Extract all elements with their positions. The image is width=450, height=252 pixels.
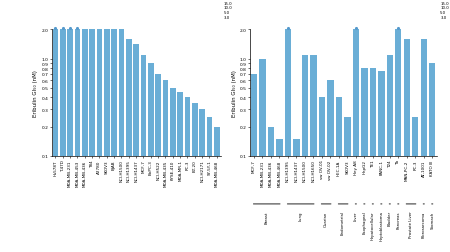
Text: 25.0
20.0
15.0
10.0
5.0
3.0: 25.0 20.0 15.0 10.0 5.0 3.0 — [224, 0, 233, 20]
Bar — [302, 55, 308, 156]
Bar — [119, 28, 124, 156]
Bar — [276, 139, 283, 156]
Y-axis label: Eribulin GI₅₀ (nM): Eribulin GI₅₀ (nM) — [231, 70, 237, 117]
Bar — [310, 55, 317, 156]
Bar — [82, 28, 87, 156]
Text: Fibrosarcoma: Fibrosarcoma — [422, 210, 426, 237]
Bar — [60, 28, 66, 156]
Bar — [177, 93, 183, 156]
Bar — [214, 127, 220, 156]
Bar — [97, 28, 102, 156]
Text: Stomach: Stomach — [430, 210, 434, 228]
Bar — [336, 98, 342, 156]
Text: Lung: Lung — [299, 210, 303, 220]
Bar — [429, 64, 436, 156]
Text: Heptoblastoma: Heptoblastoma — [379, 210, 383, 240]
Text: 25.0
20.0
15.0
10.0
5.0
3.0: 25.0 20.0 15.0 10.0 5.0 3.0 — [440, 0, 449, 20]
Text: Esophageal: Esophageal — [362, 210, 366, 233]
Text: Hepatocellular: Hepatocellular — [371, 210, 375, 239]
Bar — [319, 98, 325, 156]
Bar — [344, 118, 351, 156]
Bar — [207, 118, 212, 156]
Bar — [170, 88, 176, 156]
Text: Liver: Liver — [354, 210, 358, 220]
Y-axis label: Eribulin GI₅₀ (nM): Eribulin GI₅₀ (nM) — [33, 70, 39, 117]
Bar — [126, 40, 131, 156]
Bar — [133, 45, 139, 156]
Bar — [192, 104, 198, 156]
Bar — [404, 40, 410, 156]
Text: Pancreas: Pancreas — [396, 210, 400, 228]
Bar — [104, 28, 109, 156]
Bar — [75, 28, 80, 156]
Bar — [53, 28, 58, 156]
Bar — [155, 74, 161, 156]
Bar — [353, 28, 359, 156]
Text: Ovarian: Ovarian — [324, 210, 328, 226]
Bar — [327, 81, 333, 156]
Bar — [251, 74, 257, 156]
Bar — [141, 55, 146, 156]
Bar — [148, 64, 153, 156]
Bar — [185, 98, 190, 156]
Bar — [395, 28, 401, 156]
Bar — [111, 28, 117, 156]
Bar — [293, 139, 300, 156]
Bar — [387, 55, 393, 156]
Bar — [259, 59, 266, 156]
Text: Prostate Liver: Prostate Liver — [409, 210, 413, 237]
Bar — [268, 127, 274, 156]
Bar — [369, 69, 376, 156]
Bar — [412, 118, 418, 156]
Bar — [285, 28, 291, 156]
Bar — [163, 81, 168, 156]
Bar — [90, 28, 95, 156]
Bar — [421, 40, 427, 156]
Bar — [199, 110, 205, 156]
Text: Endometrial: Endometrial — [341, 210, 345, 234]
Text: Bladder: Bladder — [388, 210, 392, 226]
Bar — [361, 69, 368, 156]
Bar — [378, 72, 384, 156]
Bar — [68, 28, 73, 156]
Text: Breast: Breast — [265, 210, 269, 223]
